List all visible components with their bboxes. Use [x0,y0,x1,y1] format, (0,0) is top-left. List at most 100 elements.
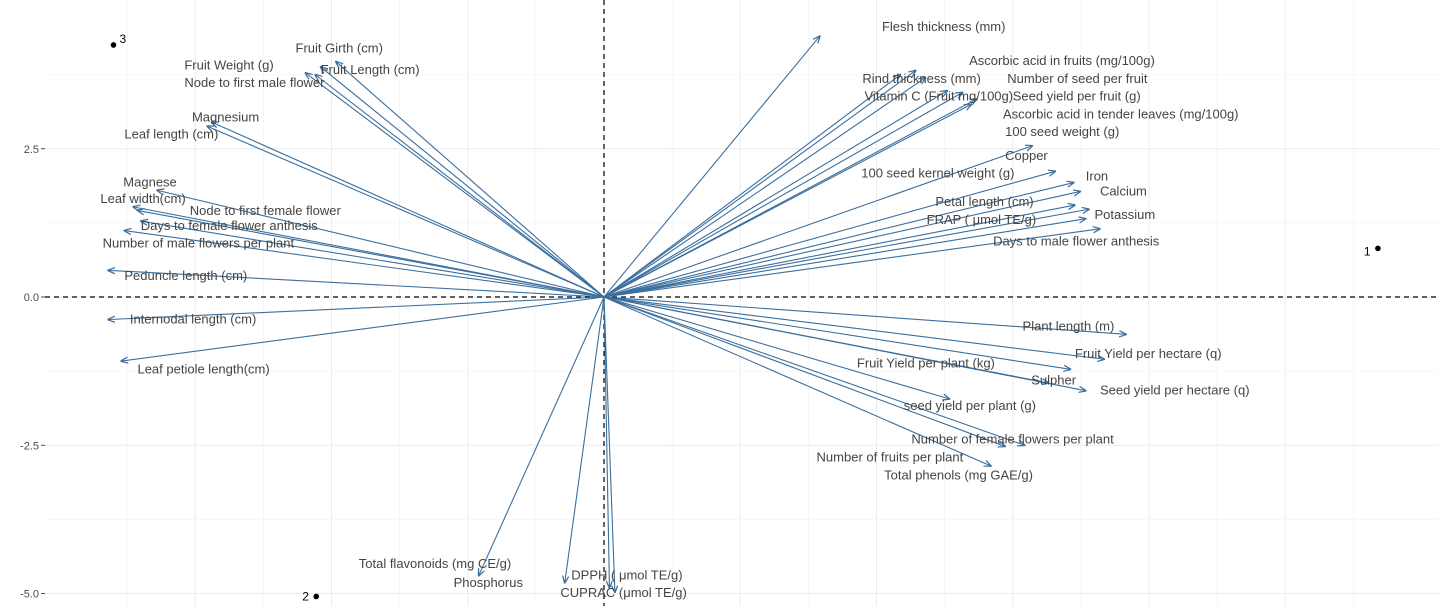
zero-reference-lines [45,0,1439,606]
variable-label: seed yield per plant (g) [904,398,1036,413]
variable-label: Magnese [123,175,176,190]
loading-arrow [603,296,1104,359]
y-tick-label: 0.0 [24,292,39,304]
loading-arrow [603,92,963,298]
loading-arrow [603,209,1089,298]
variable-label: Total flavonoids (mg CE/g) [359,556,511,571]
loading-arrow [305,73,605,298]
variable-label: Calcium [1100,183,1147,198]
grid [45,0,1439,606]
variable-label: Fruit Yield per plant (kg) [857,355,995,370]
loading-arrow [603,171,1055,298]
variable-label: Number of male flowers per plant [103,236,295,251]
variable-label: Fruit Girth (cm) [296,41,383,56]
y-axis-ticks: 2.5 0.0 -2.5 -5.0 [20,144,45,601]
loading-arrow [141,221,605,298]
variable-label: FRAP ( μmol TE/g) [927,212,1037,227]
loading-arrow [212,122,605,298]
variable-label: Petal length (cm) [935,194,1033,209]
loading-arrow [207,126,605,298]
variable-label: Days to female flower anthesis [141,218,319,233]
loading-arrow [603,229,1100,298]
loading-arrow [603,296,1071,369]
variable-label: CUPRAC (μmol TE/g) [560,585,686,600]
loading-arrow [321,67,605,298]
variable-label: Plant length (m) [1023,319,1115,334]
loading-arrow [603,296,1126,334]
y-tick-label: -2.5 [20,440,39,452]
variable-label: Rind thickness (mm) [862,71,980,86]
variable-label: Total phenols (mg GAE/g) [884,467,1033,482]
variable-label: Phosphorus [454,575,524,590]
variable-label: Fruit Weight (g) [184,58,273,73]
variable-label: Node to first female flower [190,203,342,218]
variable-label: Node to first male flower [184,75,325,90]
loading-arrow [603,296,950,399]
variable-label: Number of female flowers per plant [911,431,1114,446]
loading-arrow [603,219,1086,298]
loading-arrow [137,210,605,298]
loading-arrow [603,75,900,298]
loading-arrow [603,296,991,466]
variable-label: DPPH ( μmol TE/g) [571,568,682,583]
loading-arrow [565,296,605,583]
observation-point [110,42,117,48]
variable-label: Number of fruits per plant [817,450,964,465]
loading-arrow [603,296,615,592]
y-tick-label: -5.0 [20,589,39,601]
loading-arrow [603,78,926,298]
loading-arrow [315,75,605,298]
loading-arrow [603,36,820,298]
y-tick-label: 2.5 [24,144,39,156]
loading-arrow [603,104,971,298]
variable-label: 100 seed kernel weight (g) [861,166,1014,181]
loading-arrow [108,270,605,298]
loading-arrow [124,231,605,298]
loading-arrow [603,146,1032,298]
loading-arrow [603,296,1086,391]
loading-arrow [603,296,1005,446]
variable-label: Flesh thickness (mm) [882,19,1006,34]
variable-label: Leaf width(cm) [100,191,185,206]
loading-arrow [121,296,605,361]
observation-point [313,593,320,600]
variable-label: Iron [1086,169,1108,184]
loading-arrows [108,36,1126,592]
loading-arrow [603,205,1075,298]
loading-arrow [157,190,605,298]
variable-label: Seed yield per fruit (g) [1013,89,1141,104]
variable-label: Copper [1005,148,1048,163]
loading-arrow [603,183,1074,298]
variable-label: Internodal length (cm) [130,312,256,327]
loading-arrow [603,296,609,588]
variable-label: Potassium [1095,207,1156,222]
loading-arrow [603,191,1080,298]
variable-labels: Flesh thickness (mm) Ascorbic acid in fru… [100,19,1249,600]
variable-label: Fruit Length (cm) [321,62,420,77]
loading-arrow [603,91,947,298]
variable-label: Fruit Yield per hectare (q) [1075,346,1222,361]
loading-arrow [479,296,605,576]
loading-arrow [108,296,605,320]
loading-arrow [603,296,1025,445]
variable-label: Leaf length (cm) [124,127,218,142]
variable-label: Peduncle length (cm) [124,268,247,283]
observation-points: 1 2 3 [110,32,1381,603]
observation-label: 1 [1364,244,1371,258]
variable-label: Ascorbic acid in tender leaves (mg/100g) [1003,106,1239,121]
observation-label: 2 [302,589,309,603]
loading-arrow [603,70,916,298]
loading-arrow [336,62,605,298]
variable-label: Vitamin C (Fruit mg/100g) [865,89,1014,104]
variable-label: Magnesium [192,109,259,124]
variable-label: Number of seed per fruit [1007,71,1148,86]
observation-label: 3 [120,32,127,46]
variable-label: Seed yield per hectare (q) [1100,383,1250,398]
variable-label: Days to male flower anthesis [993,233,1160,248]
observation-point [1375,245,1381,252]
variable-label: Ascorbic acid in fruits (mg/100g) [969,53,1155,68]
variable-label: Sulpher [1031,373,1076,388]
variable-label: Leaf petiole length(cm) [137,361,269,376]
variable-label: 100 seed weight (g) [1005,124,1119,139]
